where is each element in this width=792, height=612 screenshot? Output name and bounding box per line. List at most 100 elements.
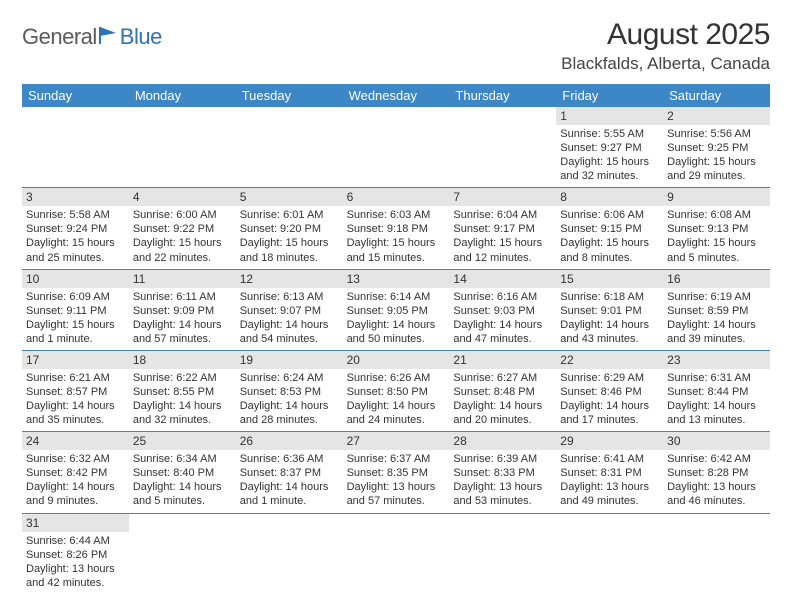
daylight-text: and 54 minutes. [240, 332, 339, 346]
week-row: Sunrise: 6:21 AMSunset: 8:57 PMDaylight:… [22, 369, 770, 432]
daylight-text: and 18 minutes. [240, 251, 339, 265]
sunset-text: Sunset: 9:01 PM [560, 304, 659, 318]
daylight-text: Daylight: 14 hours [133, 318, 232, 332]
daylight-text: Daylight: 14 hours [453, 399, 552, 413]
daylight-text: and 35 minutes. [26, 413, 125, 427]
day-cell [343, 532, 450, 594]
daylight-text: and 57 minutes. [133, 332, 232, 346]
month-title: August 2025 [561, 18, 770, 52]
logo-text-general: General [22, 24, 97, 50]
day-number [343, 107, 450, 125]
daynum-row: 3456789 [22, 188, 770, 206]
sunrise-text: Sunrise: 6:29 AM [560, 371, 659, 385]
sunset-text: Sunset: 8:42 PM [26, 466, 125, 480]
day-number: 1 [556, 107, 663, 125]
daylight-text: and 24 minutes. [347, 413, 446, 427]
day-cell: Sunrise: 6:21 AMSunset: 8:57 PMDaylight:… [22, 369, 129, 431]
day-cell: Sunrise: 6:39 AMSunset: 8:33 PMDaylight:… [449, 450, 556, 512]
day-number: 16 [663, 270, 770, 288]
day-number: 21 [449, 351, 556, 369]
daynum-row: 17181920212223 [22, 351, 770, 369]
daylight-text: Daylight: 14 hours [26, 399, 125, 413]
daylight-text: and 12 minutes. [453, 251, 552, 265]
day-cell: Sunrise: 6:06 AMSunset: 9:15 PMDaylight:… [556, 206, 663, 268]
daylight-text: Daylight: 14 hours [26, 480, 125, 494]
day-number: 24 [22, 432, 129, 450]
day-cell [556, 532, 663, 594]
sunrise-text: Sunrise: 6:03 AM [347, 208, 446, 222]
daylight-text: and 20 minutes. [453, 413, 552, 427]
day-cell: Sunrise: 6:24 AMSunset: 8:53 PMDaylight:… [236, 369, 343, 431]
day-number: 22 [556, 351, 663, 369]
sunrise-text: Sunrise: 6:04 AM [453, 208, 552, 222]
day-cell: Sunrise: 6:36 AMSunset: 8:37 PMDaylight:… [236, 450, 343, 512]
day-number: 15 [556, 270, 663, 288]
sunset-text: Sunset: 9:27 PM [560, 141, 659, 155]
day-number: 3 [22, 188, 129, 206]
week-row: Sunrise: 5:55 AMSunset: 9:27 PMDaylight:… [22, 125, 770, 188]
daylight-text: and 25 minutes. [26, 251, 125, 265]
sunrise-text: Sunrise: 6:32 AM [26, 452, 125, 466]
day-number: 25 [129, 432, 236, 450]
sunset-text: Sunset: 8:59 PM [667, 304, 766, 318]
sunrise-text: Sunrise: 6:13 AM [240, 290, 339, 304]
daynum-row: 24252627282930 [22, 432, 770, 450]
day-cell: Sunrise: 6:31 AMSunset: 8:44 PMDaylight:… [663, 369, 770, 431]
day-cell: Sunrise: 6:44 AMSunset: 8:26 PMDaylight:… [22, 532, 129, 594]
day-cell: Sunrise: 5:56 AMSunset: 9:25 PMDaylight:… [663, 125, 770, 187]
sunset-text: Sunset: 8:44 PM [667, 385, 766, 399]
day-number: 2 [663, 107, 770, 125]
day-cell [663, 532, 770, 594]
daynum-row: 31 [22, 514, 770, 532]
day-cell [129, 532, 236, 594]
week-row: Sunrise: 6:44 AMSunset: 8:26 PMDaylight:… [22, 532, 770, 594]
daylight-text: and 39 minutes. [667, 332, 766, 346]
day-number [343, 514, 450, 532]
sunset-text: Sunset: 8:48 PM [453, 385, 552, 399]
day-number: 31 [22, 514, 129, 532]
sunset-text: Sunset: 8:33 PM [453, 466, 552, 480]
weekday-header-row: SundayMondayTuesdayWednesdayThursdayFrid… [22, 84, 770, 107]
sunrise-text: Sunrise: 6:16 AM [453, 290, 552, 304]
weekday-header: Monday [129, 84, 236, 107]
daylight-text: Daylight: 14 hours [560, 318, 659, 332]
daylight-text: and 28 minutes. [240, 413, 339, 427]
sunrise-text: Sunrise: 6:18 AM [560, 290, 659, 304]
daynum-row: 12 [22, 107, 770, 125]
daylight-text: and 1 minute. [26, 332, 125, 346]
daynum-row: 10111213141516 [22, 270, 770, 288]
day-cell: Sunrise: 6:37 AMSunset: 8:35 PMDaylight:… [343, 450, 450, 512]
day-cell: Sunrise: 6:08 AMSunset: 9:13 PMDaylight:… [663, 206, 770, 268]
sunrise-text: Sunrise: 6:34 AM [133, 452, 232, 466]
day-number: 14 [449, 270, 556, 288]
day-number: 6 [343, 188, 450, 206]
day-cell [236, 532, 343, 594]
daylight-text: and 32 minutes. [560, 169, 659, 183]
sunset-text: Sunset: 8:46 PM [560, 385, 659, 399]
sunset-text: Sunset: 9:11 PM [26, 304, 125, 318]
day-cell: Sunrise: 5:55 AMSunset: 9:27 PMDaylight:… [556, 125, 663, 187]
daylight-text: Daylight: 15 hours [133, 236, 232, 250]
daylight-text: Daylight: 13 hours [453, 480, 552, 494]
day-cell: Sunrise: 6:04 AMSunset: 9:17 PMDaylight:… [449, 206, 556, 268]
flag-icon [98, 24, 120, 46]
day-number [663, 514, 770, 532]
sunrise-text: Sunrise: 6:14 AM [347, 290, 446, 304]
day-number: 7 [449, 188, 556, 206]
daylight-text: Daylight: 14 hours [240, 318, 339, 332]
daylight-text: Daylight: 15 hours [26, 236, 125, 250]
sunrise-text: Sunrise: 5:55 AM [560, 127, 659, 141]
sunrise-text: Sunrise: 6:39 AM [453, 452, 552, 466]
daylight-text: and 43 minutes. [560, 332, 659, 346]
daylight-text: and 50 minutes. [347, 332, 446, 346]
day-cell: Sunrise: 6:01 AMSunset: 9:20 PMDaylight:… [236, 206, 343, 268]
day-cell [129, 125, 236, 187]
day-cell: Sunrise: 6:16 AMSunset: 9:03 PMDaylight:… [449, 288, 556, 350]
daylight-text: Daylight: 15 hours [453, 236, 552, 250]
day-cell [22, 125, 129, 187]
day-cell: Sunrise: 6:32 AMSunset: 8:42 PMDaylight:… [22, 450, 129, 512]
logo: General Blue [22, 24, 162, 50]
sunset-text: Sunset: 9:18 PM [347, 222, 446, 236]
day-number: 10 [22, 270, 129, 288]
sunset-text: Sunset: 9:05 PM [347, 304, 446, 318]
